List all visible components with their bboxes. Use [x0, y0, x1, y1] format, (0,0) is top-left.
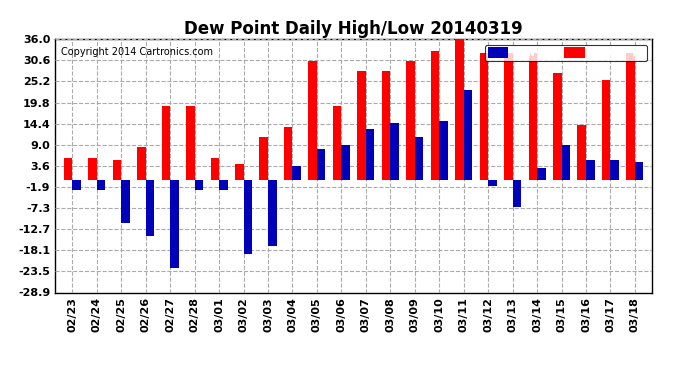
Bar [602, 80, 611, 180]
Bar [406, 61, 415, 180]
Bar [219, 180, 228, 189]
Bar [627, 53, 635, 180]
Bar [391, 123, 399, 180]
Bar [161, 106, 170, 180]
Legend: Low  (°F), High  (°F): Low (°F), High (°F) [485, 45, 647, 61]
Bar [382, 70, 391, 180]
Bar [529, 53, 537, 180]
Bar [317, 148, 326, 180]
Bar [455, 36, 464, 180]
Bar [121, 180, 130, 223]
Bar [611, 160, 619, 180]
Bar [284, 127, 293, 180]
Bar [210, 158, 219, 180]
Bar [513, 180, 521, 207]
Bar [72, 180, 81, 189]
Bar [333, 106, 342, 180]
Bar [366, 129, 375, 180]
Bar [553, 72, 562, 180]
Bar [308, 61, 317, 180]
Bar [63, 158, 72, 180]
Bar [431, 51, 440, 180]
Bar [342, 145, 350, 180]
Title: Dew Point Daily High/Low 20140319: Dew Point Daily High/Low 20140319 [184, 20, 523, 38]
Bar [112, 160, 121, 180]
Text: Copyright 2014 Cartronics.com: Copyright 2014 Cartronics.com [61, 47, 213, 57]
Bar [146, 180, 155, 236]
Bar [488, 180, 497, 186]
Bar [186, 106, 195, 180]
Bar [440, 121, 448, 180]
Bar [464, 90, 472, 180]
Bar [195, 180, 203, 189]
Bar [88, 158, 97, 180]
Bar [578, 125, 586, 180]
Bar [537, 168, 546, 180]
Bar [137, 147, 146, 180]
Bar [244, 180, 252, 254]
Bar [562, 145, 570, 180]
Bar [97, 180, 106, 189]
Bar [357, 70, 366, 180]
Bar [586, 160, 595, 180]
Bar [235, 164, 244, 180]
Bar [268, 180, 277, 246]
Bar [635, 162, 644, 180]
Bar [259, 137, 268, 180]
Bar [504, 53, 513, 180]
Bar [480, 53, 488, 180]
Bar [170, 180, 179, 267]
Bar [415, 137, 424, 180]
Bar [293, 166, 301, 180]
